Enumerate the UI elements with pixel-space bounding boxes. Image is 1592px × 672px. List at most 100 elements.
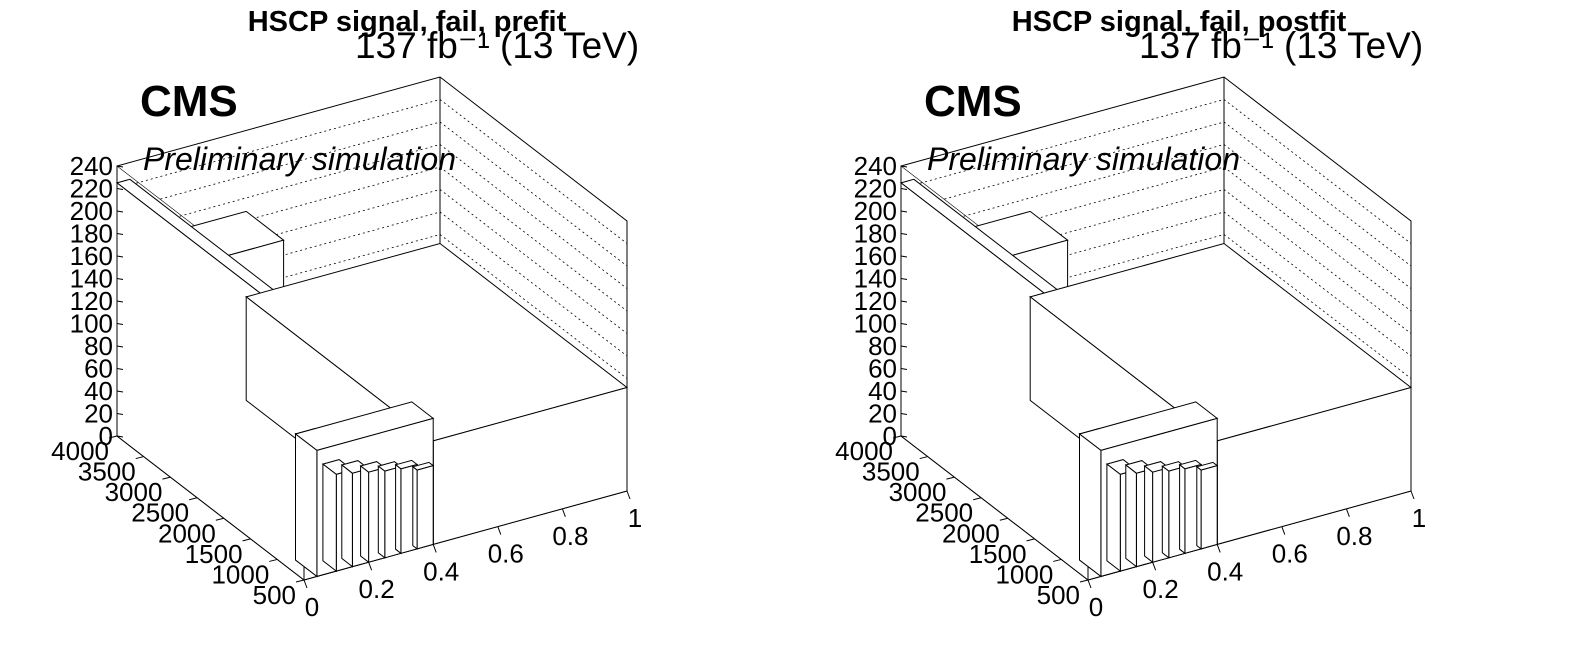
bar-side-face: [1196, 465, 1202, 550]
z-tick-label: 100: [70, 309, 113, 339]
x-tick-label: 0.4: [1207, 556, 1243, 586]
y-tick-label: 1500: [969, 539, 1027, 569]
z-tick: [900, 368, 908, 370]
x-tick: [1087, 579, 1092, 589]
bar-10: [411, 461, 435, 550]
bar-side-face: [1161, 465, 1170, 559]
z-tick: [116, 278, 124, 280]
z-tick-label: 80: [84, 331, 113, 361]
z-tick-label: 100: [854, 309, 897, 339]
z-tick-label: 220: [854, 174, 897, 204]
z-tick: [116, 368, 124, 370]
x-tick-label: 0.6: [488, 539, 524, 569]
y-tick: [946, 476, 955, 480]
y-tick: [892, 435, 902, 439]
y-tick-label: 500: [253, 580, 296, 610]
y-tick: [269, 558, 278, 562]
y-tick: [242, 538, 251, 542]
z-tick: [900, 210, 908, 213]
z-tick: [900, 255, 908, 258]
lumi-label: 137 fb⁻¹ (13 TeV): [1139, 25, 1423, 66]
y-tick: [135, 456, 144, 460]
z-tick-label: 40: [84, 376, 113, 406]
bars-group: [899, 178, 1413, 582]
z-tick-label: 200: [70, 196, 113, 226]
z-tick: [116, 233, 124, 235]
bar-front-face: [1200, 464, 1218, 550]
y-tick-label: 2500: [131, 498, 189, 528]
z-tick-label: 0: [883, 421, 897, 451]
bar-side-face: [377, 465, 386, 559]
y-tick-label: 3500: [78, 457, 136, 487]
y-tick: [1026, 538, 1035, 542]
bar-side-face: [1125, 463, 1137, 568]
z-tick-label: 180: [854, 219, 897, 249]
y-tick-label: 3000: [105, 477, 163, 507]
z-tick: [116, 435, 124, 438]
z-tick-label: 240: [854, 151, 897, 181]
y-tick-label: 4000: [835, 436, 893, 466]
bars-group: [115, 178, 629, 582]
z-tick: [900, 278, 908, 280]
y-tick: [108, 435, 118, 439]
x-tick: [368, 562, 373, 571]
z-tick: [116, 390, 124, 393]
y-tick-label: 3000: [889, 477, 947, 507]
y-tick-label: 500: [1037, 580, 1080, 610]
z-tick-label: 140: [70, 264, 113, 294]
z-tick: [900, 345, 908, 348]
x-tick: [626, 490, 631, 500]
y-tick: [295, 579, 305, 583]
x-tick: [303, 579, 308, 589]
chart-svg-postfit: 0204060801001201401601802002202405001000…: [835, 6, 1426, 622]
preliminary-label: Preliminary simulation: [927, 141, 1240, 177]
z-tick-label: 80: [868, 331, 897, 361]
z-tick-label: 60: [868, 354, 897, 384]
y-tick-label: 4000: [51, 436, 109, 466]
z-tick-label: 60: [84, 354, 113, 384]
chart-title: HSCP signal, fail, postfit: [1012, 6, 1347, 38]
y-tick: [189, 497, 198, 501]
z-tick-label: 240: [70, 151, 113, 181]
preliminary-label: Preliminary simulation: [143, 141, 456, 177]
y-tick: [919, 456, 928, 460]
x-tick: [1345, 508, 1350, 517]
z-tick: [116, 413, 124, 415]
z-tick-label: 220: [70, 174, 113, 204]
bar-side-face: [360, 464, 370, 564]
y-tick-label: 1500: [185, 539, 243, 569]
z-tick-label: 120: [854, 286, 897, 316]
chart-panel-postfit: 0 20 40 60 80 100 120 140 160 180 200 220 240 500 1000…: [784, 0, 1580, 672]
z-tick: [116, 188, 124, 190]
x-tick-label: 0.4: [423, 556, 459, 586]
z-tick-label: 20: [84, 399, 113, 429]
bar-side-face: [412, 465, 418, 550]
z-tick: [116, 300, 124, 303]
x-tick-label: 0: [1089, 592, 1103, 622]
x-tick: [1216, 544, 1221, 553]
ticks-group: 0204060801001201401601802002202405001000…: [51, 151, 642, 622]
x-tick-label: 0.2: [1143, 574, 1179, 604]
z-tick-label: 200: [854, 196, 897, 226]
bar-side-face: [1179, 463, 1186, 555]
z-tick: [900, 188, 908, 190]
lumi-label: 137 fb⁻¹ (13 TeV): [355, 25, 639, 66]
z-tick-label: 160: [70, 241, 113, 271]
z-tick-label: 120: [70, 286, 113, 316]
bar-side-face: [341, 463, 353, 568]
ticks-group: 0204060801001201401601802002202405001000…: [835, 151, 1426, 622]
y-tick: [999, 517, 1008, 521]
z-tick: [900, 323, 908, 325]
x-tick-label: 1: [1412, 503, 1426, 533]
z-tick-label: 140: [854, 264, 897, 294]
x-tick: [432, 544, 437, 553]
bar-front-face: [416, 464, 434, 550]
cms-label: CMS: [924, 77, 1022, 126]
chart-title: HSCP signal, fail, prefit: [248, 6, 567, 38]
y-tick: [162, 476, 171, 480]
x-tick: [1152, 562, 1157, 571]
y-tick-label: 2000: [942, 518, 1000, 548]
x-tick-label: 0.8: [552, 521, 588, 551]
z-tick: [900, 300, 908, 303]
y-tick: [215, 517, 224, 521]
